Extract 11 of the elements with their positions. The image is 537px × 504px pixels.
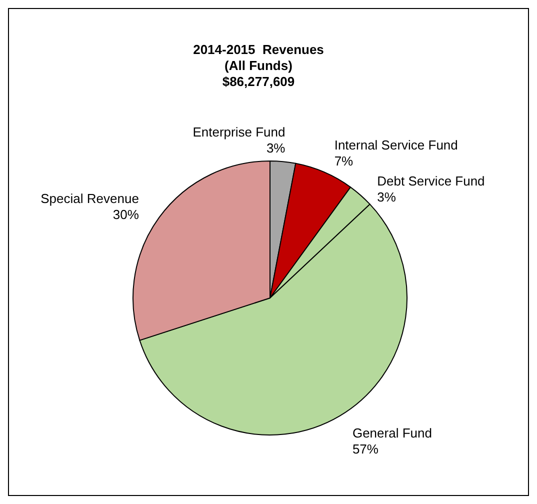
data-label: 57% [352,441,379,456]
data-label: 30% [112,206,140,222]
slice-label: Internal Service Fund [334,137,458,152]
slice-label: Debt Service Fund [377,173,485,188]
slice-label: Special Revenue [40,190,139,206]
data-label: 3% [377,189,396,204]
chart-title: 2014-2015 Revenues (All Funds) $86,277,609 [193,42,324,89]
data-label: 3% [266,140,286,156]
slice-label: General Fund [352,425,432,440]
data-label: 7% [334,153,354,168]
slice-label: Enterprise Fund [192,124,286,140]
